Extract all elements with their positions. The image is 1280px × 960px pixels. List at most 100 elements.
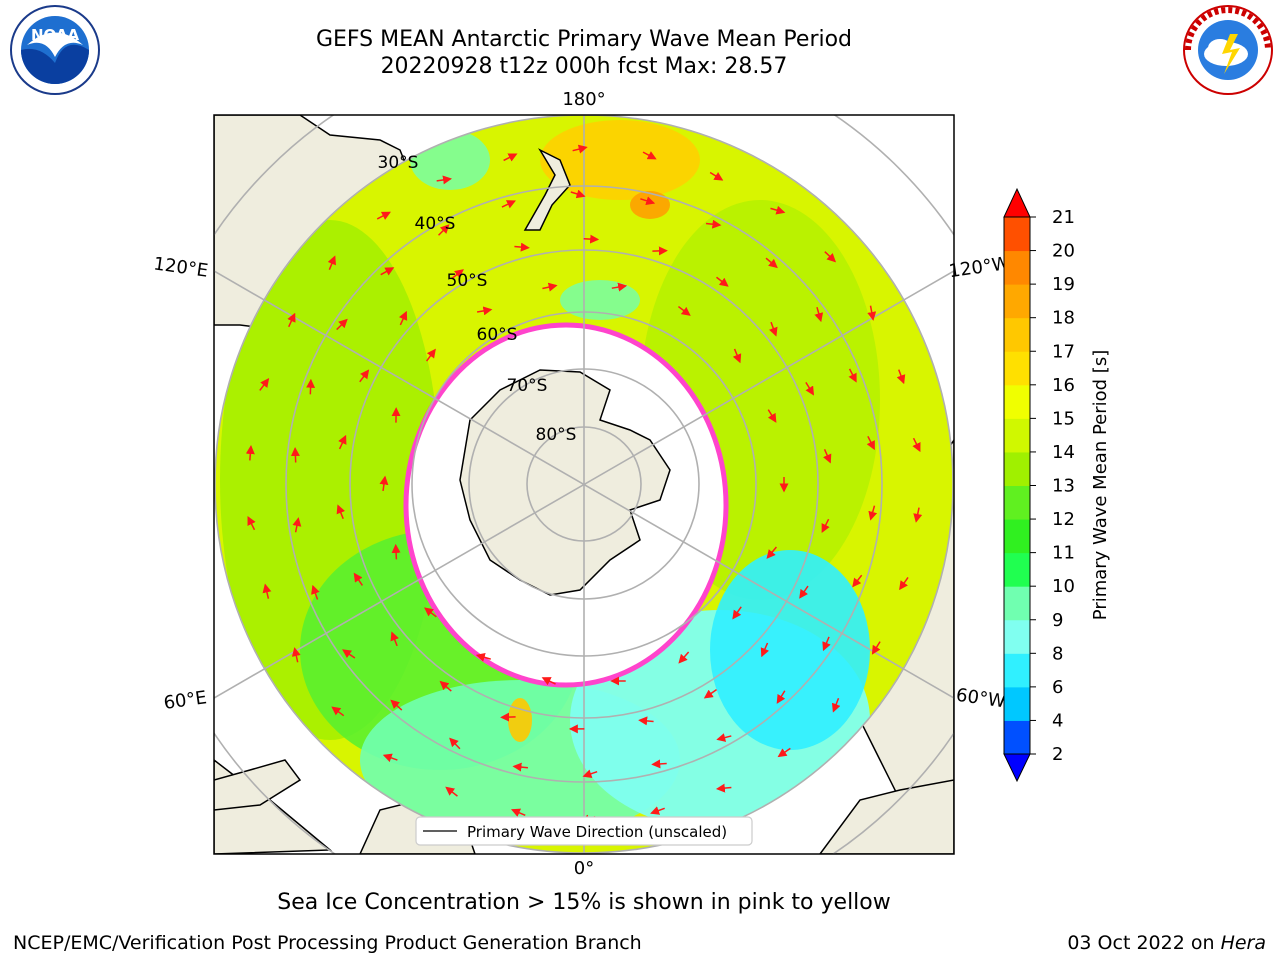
colorbar-swatch [1004, 284, 1030, 319]
map-frame [213, 114, 955, 855]
lat-label-50s: 50°S [447, 271, 488, 291]
wave-direction-arrow [582, 769, 598, 779]
wave-direction-arrow [475, 653, 491, 662]
wave-direction-arrow [871, 641, 881, 655]
wave-direction-arrow [638, 716, 654, 726]
madagascar-land [214, 759, 302, 811]
wave-direction-arrow [766, 546, 778, 559]
colorbar-tick-label: 15 [1052, 408, 1075, 429]
wave-direction-arrow [760, 642, 770, 658]
wave-direction-arrow [866, 435, 875, 451]
wave-direction-arrow [824, 251, 837, 263]
lon-label-120e: 120°E [152, 253, 209, 281]
wave-direction-arrow [542, 282, 558, 292]
noaa-logo: NOAA [10, 5, 100, 95]
wave-direction-arrow [799, 585, 809, 599]
wave-direction-arrow [436, 175, 453, 185]
colorbar-tick-label: 13 [1052, 476, 1075, 497]
colorbar-swatch [1004, 384, 1030, 419]
wave-direction-arrow [583, 234, 600, 244]
antarctica-land [459, 369, 671, 596]
wave-direction-arrow [899, 577, 909, 591]
wave-direction-arrow [611, 282, 628, 292]
nws-logo [1183, 5, 1273, 95]
wave-direction-arrow [476, 306, 493, 316]
lat-label-60s: 60°S [477, 325, 518, 345]
wave-direction-arrow [292, 517, 302, 533]
wave-direction-arrow [769, 321, 778, 337]
wave-direction-arrow [359, 369, 370, 383]
chart-subtitle: 20220928 t12z 000h fcst Max: 28.57 [380, 54, 788, 79]
wave-direction-arrow [512, 762, 528, 772]
wave-direction-arrow [353, 572, 364, 586]
wave-direction-arrow [765, 257, 778, 269]
colorbar-tick-label: 2 [1052, 744, 1063, 765]
colorbar-swatch [1004, 552, 1030, 587]
wave-direction-arrow [424, 607, 437, 618]
wave-direction-arrow [640, 196, 656, 206]
wave-direction-arrow [705, 219, 722, 229]
colorbar-tick-label: 18 [1052, 308, 1075, 329]
wave-direction-arrow [822, 636, 831, 652]
wave-direction-arrow [425, 348, 436, 362]
wave-direction-arrow [311, 584, 320, 600]
colorbar-swatch [1004, 217, 1030, 252]
colorbar-swatch [1004, 619, 1030, 654]
colorbar-tick-label: 20 [1052, 241, 1075, 262]
wave-direction-arrow [642, 151, 657, 160]
chart-title: GEFS MEAN Antarctic Primary Wave Mean Pe… [315, 27, 853, 52]
wave-direction-arrow [677, 305, 691, 316]
wave-direction-arrow [852, 574, 863, 588]
colorbar-tick-label: 14 [1052, 442, 1075, 463]
wave-direction-arrow [290, 447, 300, 463]
wave-direction-arrow [541, 677, 556, 686]
wave-direction-arrow [514, 242, 530, 252]
lon-label-60e: 60°E [162, 687, 208, 714]
lon-label-120w: 120°W [947, 253, 1011, 282]
wave-direction-arrow [715, 783, 732, 793]
legend-label: Primary Wave Direction (unscaled) [467, 823, 727, 841]
wave-direction-arrow [770, 205, 786, 215]
wave-direction-arrow [438, 224, 450, 236]
wave-direction-arrow [449, 737, 461, 750]
colorbar-tick-label: 17 [1052, 341, 1075, 362]
wave-direction-arrow [767, 409, 777, 423]
lon-label-180: 180° [562, 89, 605, 110]
wave-direction-arrow [247, 515, 256, 531]
wave-direction-arrow [709, 171, 724, 181]
lon-label-60w: 60°W [955, 685, 1007, 713]
wave-direction-arrow [259, 378, 270, 391]
noaa-logo-text: NOAA [31, 26, 80, 44]
colorbar-swatch [1004, 720, 1030, 755]
colorbar-swatch [1004, 451, 1030, 486]
colorbar-min-extension [1003, 753, 1031, 783]
wave-direction-arrow [342, 649, 356, 659]
wave-direction-arrow [391, 543, 401, 560]
wave-direction-arrow [650, 806, 665, 815]
footer-left: NCEP/EMC/Verification Post Processing Pr… [13, 932, 642, 954]
wave-direction-arrow [336, 504, 346, 520]
sea-ice-caption: Sea Ice Concentration > 15% is shown in … [277, 890, 891, 915]
wave-direction-arrow [390, 631, 399, 647]
wave-direction-arrow [287, 312, 296, 328]
colorbar-tick-label: 10 [1052, 576, 1075, 597]
colorbar-tick-label: 11 [1052, 543, 1075, 564]
wave-direction-arrow [306, 378, 316, 395]
wave-direction-arrow [896, 369, 906, 385]
colorbar-swatch [1004, 485, 1030, 520]
wave-direction-arrow [570, 189, 586, 199]
wave-direction-arrow [716, 733, 732, 742]
wave-direction-arrow [338, 434, 347, 450]
wave-direction-arrow [823, 449, 832, 464]
colorbar-tick-label: 6 [1052, 677, 1063, 698]
wave-direction-arrow [912, 437, 921, 453]
wave-direction-arrow [848, 368, 857, 383]
wave-direction-arrow [376, 211, 391, 220]
wave-direction-arrow [439, 680, 452, 692]
lat-label-30s: 30°S [378, 153, 419, 173]
colorbar-max-extension [1003, 187, 1031, 218]
colorbar: 2 4 6 8 9 10 11 12 13 14 15 16 17 18 19 20 21 [1003, 187, 1075, 783]
colorbar-label: Primary Wave Mean Period [s] [1090, 350, 1111, 620]
wave-direction-arrow [651, 759, 667, 769]
